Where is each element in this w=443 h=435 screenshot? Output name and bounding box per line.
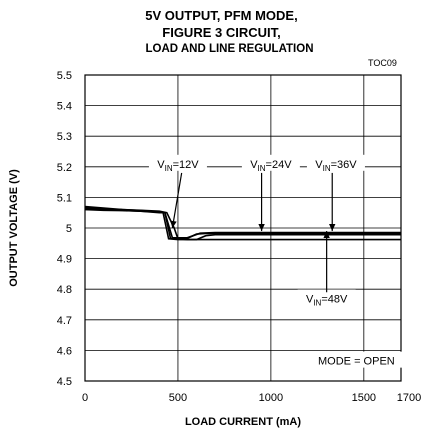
y-tick-label: 4.7 <box>57 315 72 327</box>
annotation-label: VIN=12V <box>157 159 199 173</box>
y-tick-label: 5.3 <box>57 131 72 143</box>
y-tick-label: 4.9 <box>57 254 72 266</box>
annotation-background <box>301 351 412 368</box>
series-line <box>84 206 401 239</box>
annotation-arrowhead <box>258 224 265 232</box>
plot-frame <box>84 74 402 382</box>
annotation-arrowhead <box>170 220 177 228</box>
annotation-arrow-line <box>171 172 183 229</box>
series-line <box>84 208 401 241</box>
annotation-label: MODE = OPEN <box>318 356 395 368</box>
y-tick-label: 4.8 <box>57 284 72 296</box>
y-tick-label: 4.6 <box>57 345 72 357</box>
annotation-arrowhead <box>323 231 330 239</box>
y-tick-label: 5.5 <box>57 70 72 82</box>
chart-title-line-3: LOAD AND LINE REGULATION <box>145 43 314 55</box>
x-tick-label: 1700 <box>397 392 421 404</box>
y-tick-label: 4.5 <box>57 376 72 388</box>
x-tick-label: 0 <box>82 392 88 404</box>
y-tick-label: 5 <box>66 223 72 235</box>
y-tick-label: 5.1 <box>57 192 72 204</box>
series-line <box>84 207 401 240</box>
y-tick-label: 5.4 <box>57 101 72 113</box>
y-tick-label: 5.2 <box>57 162 72 174</box>
chart-title-line-1: 5V OUTPUT, PFM MODE, <box>145 8 298 23</box>
annotation-background <box>241 154 300 171</box>
chart-title-line-2: FIGURE 3 CIRCUIT, <box>162 25 281 40</box>
annotation-arrowhead <box>329 224 336 232</box>
figure-code: TOC09 <box>368 58 397 68</box>
x-tick-label: 500 <box>169 392 187 404</box>
x-tick-label: 1000 <box>259 392 283 404</box>
annotation-label: VIN=36V <box>315 159 357 173</box>
annotation-label: VIN=24V <box>250 159 292 173</box>
annotation-background <box>306 154 365 171</box>
annotation-background <box>148 154 207 171</box>
annotation-background <box>297 289 356 306</box>
x-axis-label: LOAD CURRENT (mA) <box>184 416 302 428</box>
x-tick-label: 1500 <box>352 392 376 404</box>
annotation-label: VIN=48V <box>306 293 348 307</box>
